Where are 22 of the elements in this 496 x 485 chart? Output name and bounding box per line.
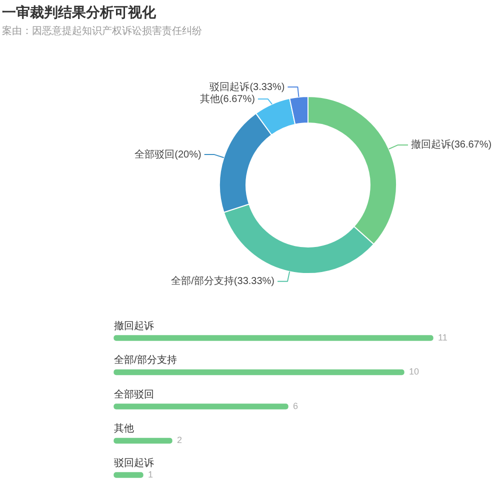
- data-label: 1: [148, 469, 154, 480]
- bar: [114, 472, 144, 478]
- data-label: 11: [438, 332, 448, 342]
- chart-title: 一审裁判结果分析可视化: [2, 4, 157, 20]
- slice-label: 撤回起诉(36.67%): [410, 138, 492, 151]
- data-label: 10: [409, 366, 420, 377]
- y-tick-label: 撤回起诉: [114, 320, 154, 332]
- bar: [114, 369, 404, 376]
- bar: [114, 404, 288, 410]
- data-label: 6: [293, 400, 298, 411]
- slice-label: 全部驳回(20%): [134, 148, 202, 160]
- bar: [114, 335, 434, 341]
- y-tick-label: 全部/部分支持: [114, 354, 177, 366]
- y-tick-label: 其他: [114, 422, 134, 434]
- slice-label: 驳回起诉(3.33%): [210, 80, 285, 93]
- data-label: 2: [177, 435, 182, 446]
- slice-label: 其他(6.67%): [200, 92, 255, 105]
- y-tick-label: 驳回起诉: [114, 456, 154, 469]
- chart-subtitle: 案由：因恶意提起知识产权诉讼损害责任纠纷: [2, 24, 202, 37]
- slice-label: 全部/部分支持(33.33%): [171, 275, 275, 288]
- bar: [114, 438, 172, 444]
- y-tick-label: 全部驳回: [114, 388, 154, 400]
